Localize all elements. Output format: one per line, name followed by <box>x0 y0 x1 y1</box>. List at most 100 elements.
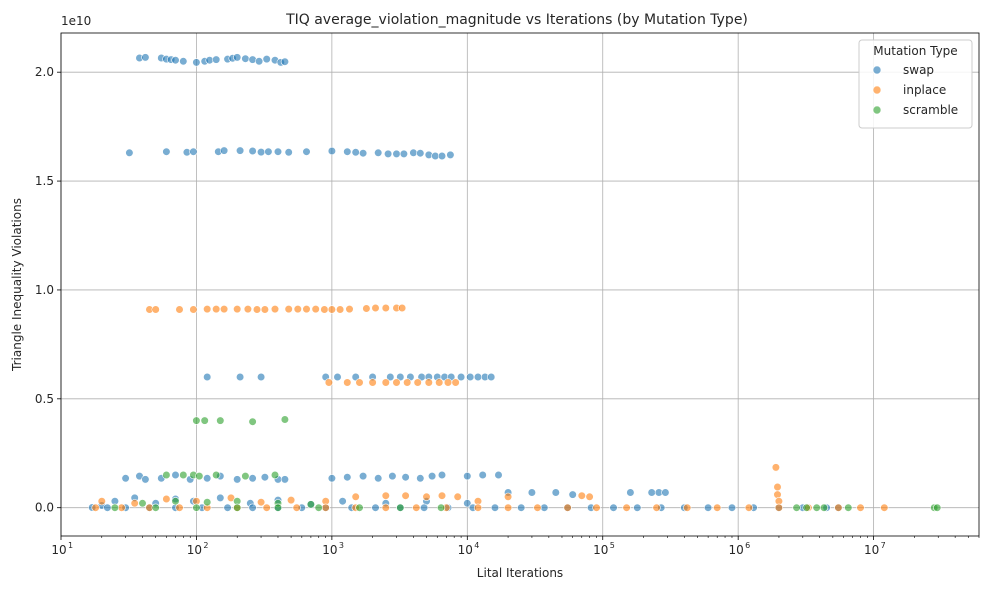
data-point-swap <box>409 148 418 157</box>
data-point-inplace <box>424 378 433 387</box>
data-point-inplace <box>451 378 460 387</box>
data-point-swap <box>437 151 447 161</box>
x-tick-label: 10 <box>729 543 744 557</box>
data-point-swap <box>248 474 257 483</box>
data-point-scramble <box>273 503 283 512</box>
data-point-inplace <box>91 503 100 512</box>
data-point-swap <box>280 57 290 66</box>
data-point-swap <box>273 147 283 156</box>
data-point-inplace <box>287 496 296 505</box>
data-point-swap <box>540 503 549 512</box>
x-tick-exponent: 5 <box>610 541 615 550</box>
data-point-inplace <box>321 503 330 512</box>
data-point-inplace <box>270 305 280 314</box>
data-point-scramble <box>280 415 290 424</box>
data-point-inplace <box>324 378 334 387</box>
y-offset-label: 1e10 <box>61 14 91 28</box>
plot-frame <box>60 32 980 537</box>
legend-marker-inplace <box>872 85 882 95</box>
data-point-swap <box>374 474 383 483</box>
x-tick-label: 10 <box>593 543 608 557</box>
data-point-swap <box>473 372 483 382</box>
data-point-swap <box>727 503 737 512</box>
data-point-swap <box>343 473 352 482</box>
legend-box <box>858 39 973 129</box>
data-point-scramble <box>110 503 119 512</box>
data-point-swap <box>343 147 352 156</box>
data-point-inplace <box>504 503 513 512</box>
data-point-inplace <box>773 482 782 492</box>
data-point-swap <box>463 472 472 481</box>
data-points <box>88 53 942 512</box>
data-point-inplace <box>398 303 407 313</box>
data-point-scramble <box>248 417 257 426</box>
legend-marker-swap <box>872 65 882 75</box>
data-point-swap <box>551 488 560 497</box>
data-point-scramble <box>233 503 242 512</box>
data-point-swap <box>490 503 500 512</box>
data-point-inplace <box>592 503 601 512</box>
data-point-inplace <box>773 490 782 499</box>
data-point-inplace <box>351 492 360 501</box>
data-point-inplace <box>381 491 390 500</box>
data-point-inplace <box>381 378 390 387</box>
data-point-swap <box>327 474 337 483</box>
data-point-inplace <box>422 492 431 501</box>
data-point-swap <box>189 147 198 156</box>
data-point-swap <box>257 372 266 382</box>
legend-label-swap: swap <box>903 63 934 77</box>
data-point-swap <box>241 54 250 63</box>
data-point-inplace <box>355 378 364 387</box>
y-tick-label: 1.0 <box>35 283 54 297</box>
data-point-swap <box>236 146 245 155</box>
data-point-scramble <box>355 503 364 512</box>
data-point-inplace <box>260 305 270 314</box>
data-point-swap <box>388 472 397 481</box>
data-point-swap <box>416 149 425 158</box>
data-point-inplace <box>392 378 401 387</box>
data-point-swap <box>401 473 410 482</box>
data-point-swap <box>527 488 537 497</box>
data-point-swap <box>333 372 342 382</box>
data-point-swap <box>171 56 180 65</box>
data-point-swap <box>212 55 221 64</box>
data-point-scramble <box>195 472 204 481</box>
data-point-inplace <box>175 503 184 512</box>
data-point-swap <box>262 54 271 64</box>
data-point-inplace <box>412 503 421 512</box>
data-point-inplace <box>327 305 337 314</box>
data-point-scramble <box>844 503 853 512</box>
data-point-swap <box>437 470 447 480</box>
data-point-scramble <box>192 416 201 425</box>
legend-label-scramble: scramble <box>903 103 958 117</box>
data-point-scramble <box>933 503 942 512</box>
data-point-scramble <box>138 499 147 508</box>
data-point-swap <box>162 147 171 156</box>
data-point-swap <box>466 372 475 382</box>
data-point-swap <box>428 472 437 481</box>
x-axis-label: Lital Iterations <box>477 566 563 580</box>
x-tick-exponent: 4 <box>474 541 479 550</box>
data-point-inplace <box>856 503 865 512</box>
data-point-inplace <box>151 305 160 314</box>
data-point-inplace <box>401 491 410 500</box>
y-axis: 0.0 0.5 1.0 1.5 2.0 <box>35 65 61 515</box>
data-point-scramble <box>212 470 221 480</box>
data-point-swap <box>420 503 429 512</box>
data-point-inplace <box>443 378 453 387</box>
data-point-swap <box>280 475 290 484</box>
x-tick-label: 10 <box>322 543 337 557</box>
data-point-scramble <box>819 503 829 512</box>
x-axis: 10 1 10 2 10 3 10 4 10 5 10 6 10 7 <box>51 536 980 557</box>
data-point-inplace <box>257 498 266 507</box>
data-point-swap <box>203 474 212 483</box>
data-point-swap <box>284 148 293 157</box>
data-point-inplace <box>435 378 444 387</box>
data-point-swap <box>236 372 245 382</box>
data-point-swap <box>446 150 455 159</box>
data-point-scramble <box>306 500 316 509</box>
data-point-inplace <box>585 492 594 501</box>
data-point-swap <box>141 53 150 62</box>
